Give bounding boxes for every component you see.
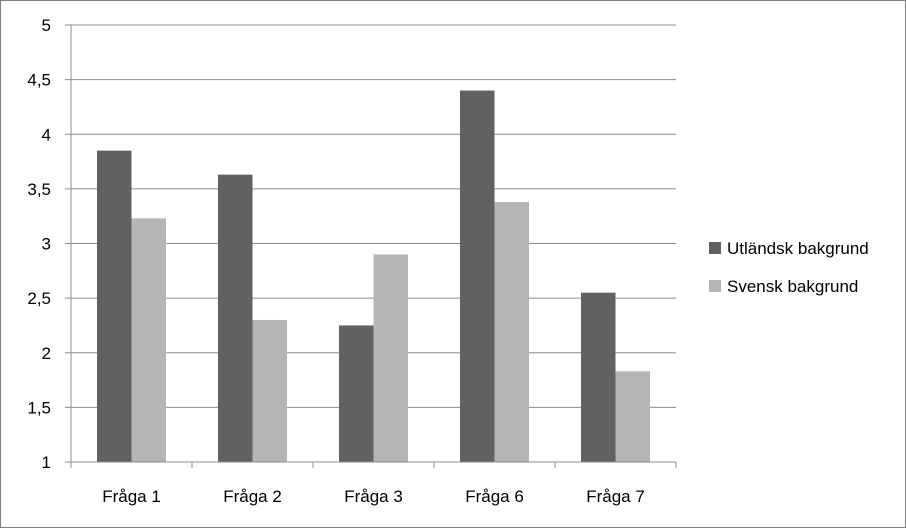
bar-svensk (373, 254, 408, 462)
x-category-label: Fråga 6 (465, 487, 524, 506)
y-tick-label: 2 (42, 344, 51, 363)
bar-utlandsk (339, 325, 374, 462)
y-axis-tick-labels: 1 1,5 2 2,5 3 3,5 4 4,5 5 (27, 16, 51, 472)
x-category-label: Fråga 1 (102, 487, 161, 506)
axes (65, 24, 677, 468)
bar-utlandsk (581, 292, 616, 462)
y-tick-label: 4,5 (27, 71, 51, 90)
x-category-label: Fråga 2 (223, 487, 282, 506)
legend-label: Svensk bakgrund (727, 277, 858, 296)
legend-label: Utländsk bakgrund (727, 239, 869, 258)
legend-swatch (709, 242, 721, 254)
bar-utlandsk (218, 174, 253, 463)
y-tick-label: 1,5 (27, 398, 51, 417)
y-tick-label: 3,5 (27, 180, 51, 199)
bar-svensk (131, 218, 166, 462)
bar-utlandsk (97, 150, 132, 462)
bar-svensk (615, 371, 650, 462)
x-axis-category-labels: Fråga 1 Fråga 2 Fråga 3 Fråga 6 Fråga 7 (102, 487, 645, 506)
y-tick-label: 4 (42, 125, 51, 144)
legend-swatch (709, 280, 721, 292)
legend: Utländsk bakgrund Svensk bakgrund (709, 239, 869, 296)
bar-svensk (252, 319, 287, 462)
x-category-label: Fråga 7 (586, 487, 645, 506)
y-tick-label: 1 (42, 453, 51, 472)
bars (97, 90, 650, 463)
y-tick-label: 2,5 (27, 289, 51, 308)
bar-svensk (494, 201, 529, 463)
x-category-label: Fråga 3 (344, 487, 403, 506)
y-tick-label: 3 (42, 235, 51, 254)
y-tick-label: 5 (42, 16, 51, 35)
bar-utlandsk (460, 90, 495, 463)
